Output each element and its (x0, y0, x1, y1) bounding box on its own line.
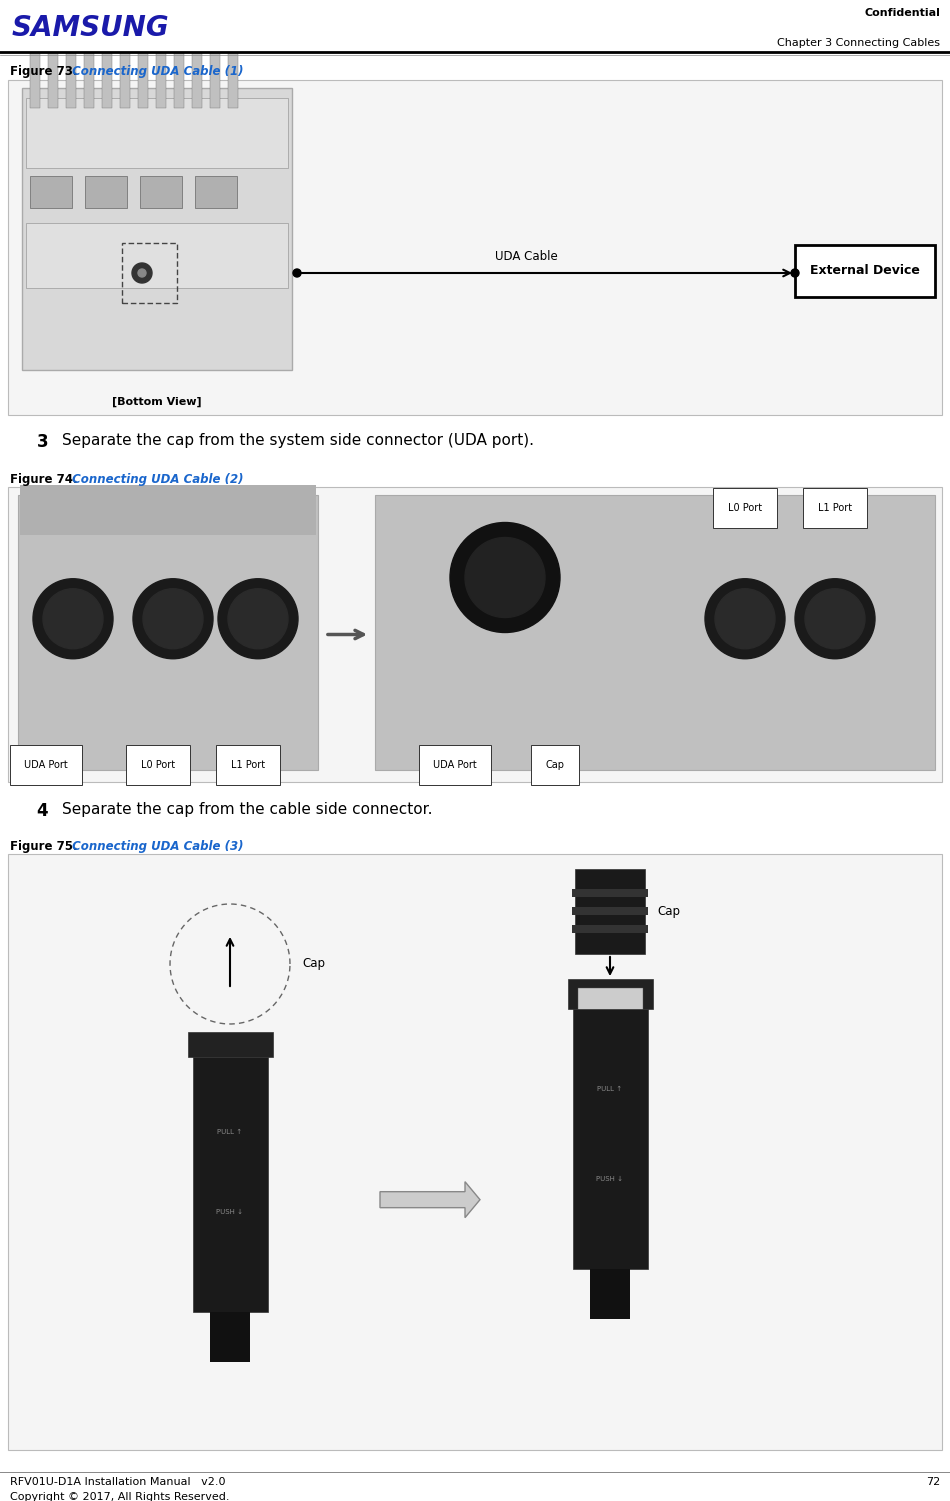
Circle shape (705, 579, 785, 659)
Bar (20, 485, 316, 534)
Text: Confidential: Confidential (864, 8, 940, 18)
Text: 3: 3 (36, 432, 48, 450)
Circle shape (218, 579, 298, 659)
Bar (572, 889, 648, 898)
Bar (572, 907, 648, 916)
Text: Cap: Cap (302, 958, 325, 971)
Bar (140, 176, 182, 209)
Circle shape (795, 579, 875, 659)
Text: RFV01U-D1A Installation Manual   v2.0: RFV01U-D1A Installation Manual v2.0 (10, 1477, 225, 1487)
Polygon shape (380, 1181, 480, 1217)
Circle shape (132, 263, 152, 284)
Bar (156, 53, 166, 108)
Bar (85, 176, 127, 209)
Circle shape (715, 588, 775, 648)
Text: Figure 74.: Figure 74. (10, 473, 78, 486)
Circle shape (138, 269, 146, 278)
Bar (210, 1312, 250, 1361)
Text: L0 Port: L0 Port (728, 503, 762, 513)
Bar (18, 495, 318, 770)
Text: Connecting UDA Cable (3): Connecting UDA Cable (3) (68, 841, 243, 853)
Text: Copyright © 2017, All Rights Reserved.: Copyright © 2017, All Rights Reserved. (10, 1492, 230, 1501)
Text: [Bottom View]: [Bottom View] (112, 396, 201, 407)
Text: Cap: Cap (545, 760, 564, 770)
Text: External Device: External Device (810, 264, 920, 278)
Bar (8, 486, 942, 782)
Bar (195, 176, 237, 209)
Bar (568, 979, 653, 1009)
Bar (30, 53, 40, 108)
Bar (30, 176, 72, 209)
Text: PULL ↑: PULL ↑ (598, 1087, 622, 1093)
Bar (8, 80, 942, 414)
Bar (590, 1268, 630, 1319)
Bar (174, 53, 184, 108)
Circle shape (143, 588, 203, 648)
Text: UDA Port: UDA Port (24, 760, 67, 770)
Text: Chapter 3 Connecting Cables: Chapter 3 Connecting Cables (777, 38, 940, 48)
Text: Separate the cap from the system side connector (UDA port).: Separate the cap from the system side co… (62, 432, 534, 447)
Text: PUSH ↓: PUSH ↓ (217, 1208, 243, 1214)
Bar (575, 869, 645, 955)
Text: Cap: Cap (657, 905, 680, 917)
Circle shape (133, 579, 213, 659)
Bar (84, 53, 94, 108)
Bar (8, 854, 942, 1450)
Text: UDA Cable: UDA Cable (495, 251, 558, 263)
Bar (188, 1033, 273, 1057)
Circle shape (805, 588, 865, 648)
Circle shape (465, 537, 545, 617)
Circle shape (791, 269, 799, 278)
Bar (572, 925, 648, 934)
Text: Connecting UDA Cable (2): Connecting UDA Cable (2) (68, 473, 243, 486)
Bar (22, 89, 292, 371)
Bar (193, 1057, 268, 1312)
Bar (578, 988, 643, 1022)
Bar (26, 224, 288, 288)
Text: Separate the cap from the cable side connector.: Separate the cap from the cable side con… (62, 802, 432, 817)
Bar (210, 53, 220, 108)
Text: L1 Port: L1 Port (231, 760, 265, 770)
Bar (48, 53, 58, 108)
Circle shape (43, 588, 103, 648)
Text: UDA Port: UDA Port (433, 760, 477, 770)
Bar (122, 243, 177, 303)
Text: Figure 73.: Figure 73. (10, 65, 78, 78)
Bar (66, 53, 76, 108)
Circle shape (228, 588, 288, 648)
Text: Connecting UDA Cable (1): Connecting UDA Cable (1) (68, 65, 243, 78)
Circle shape (450, 522, 560, 632)
Text: 4: 4 (36, 802, 48, 820)
Bar (795, 245, 935, 297)
Bar (228, 53, 238, 108)
Text: PUSH ↓: PUSH ↓ (597, 1175, 623, 1181)
Text: L0 Port: L0 Port (141, 760, 175, 770)
Text: SAMSUNG: SAMSUNG (12, 14, 170, 42)
Bar (26, 98, 288, 168)
Bar (192, 53, 202, 108)
Text: Figure 75.: Figure 75. (10, 841, 78, 853)
Bar (138, 53, 148, 108)
Bar (573, 1009, 648, 1268)
Circle shape (293, 269, 301, 278)
Bar (120, 53, 130, 108)
Text: L1 Port: L1 Port (818, 503, 852, 513)
Text: PULL ↑: PULL ↑ (218, 1129, 242, 1135)
Text: 72: 72 (925, 1477, 940, 1487)
Bar (375, 495, 935, 770)
Circle shape (33, 579, 113, 659)
Bar (102, 53, 112, 108)
